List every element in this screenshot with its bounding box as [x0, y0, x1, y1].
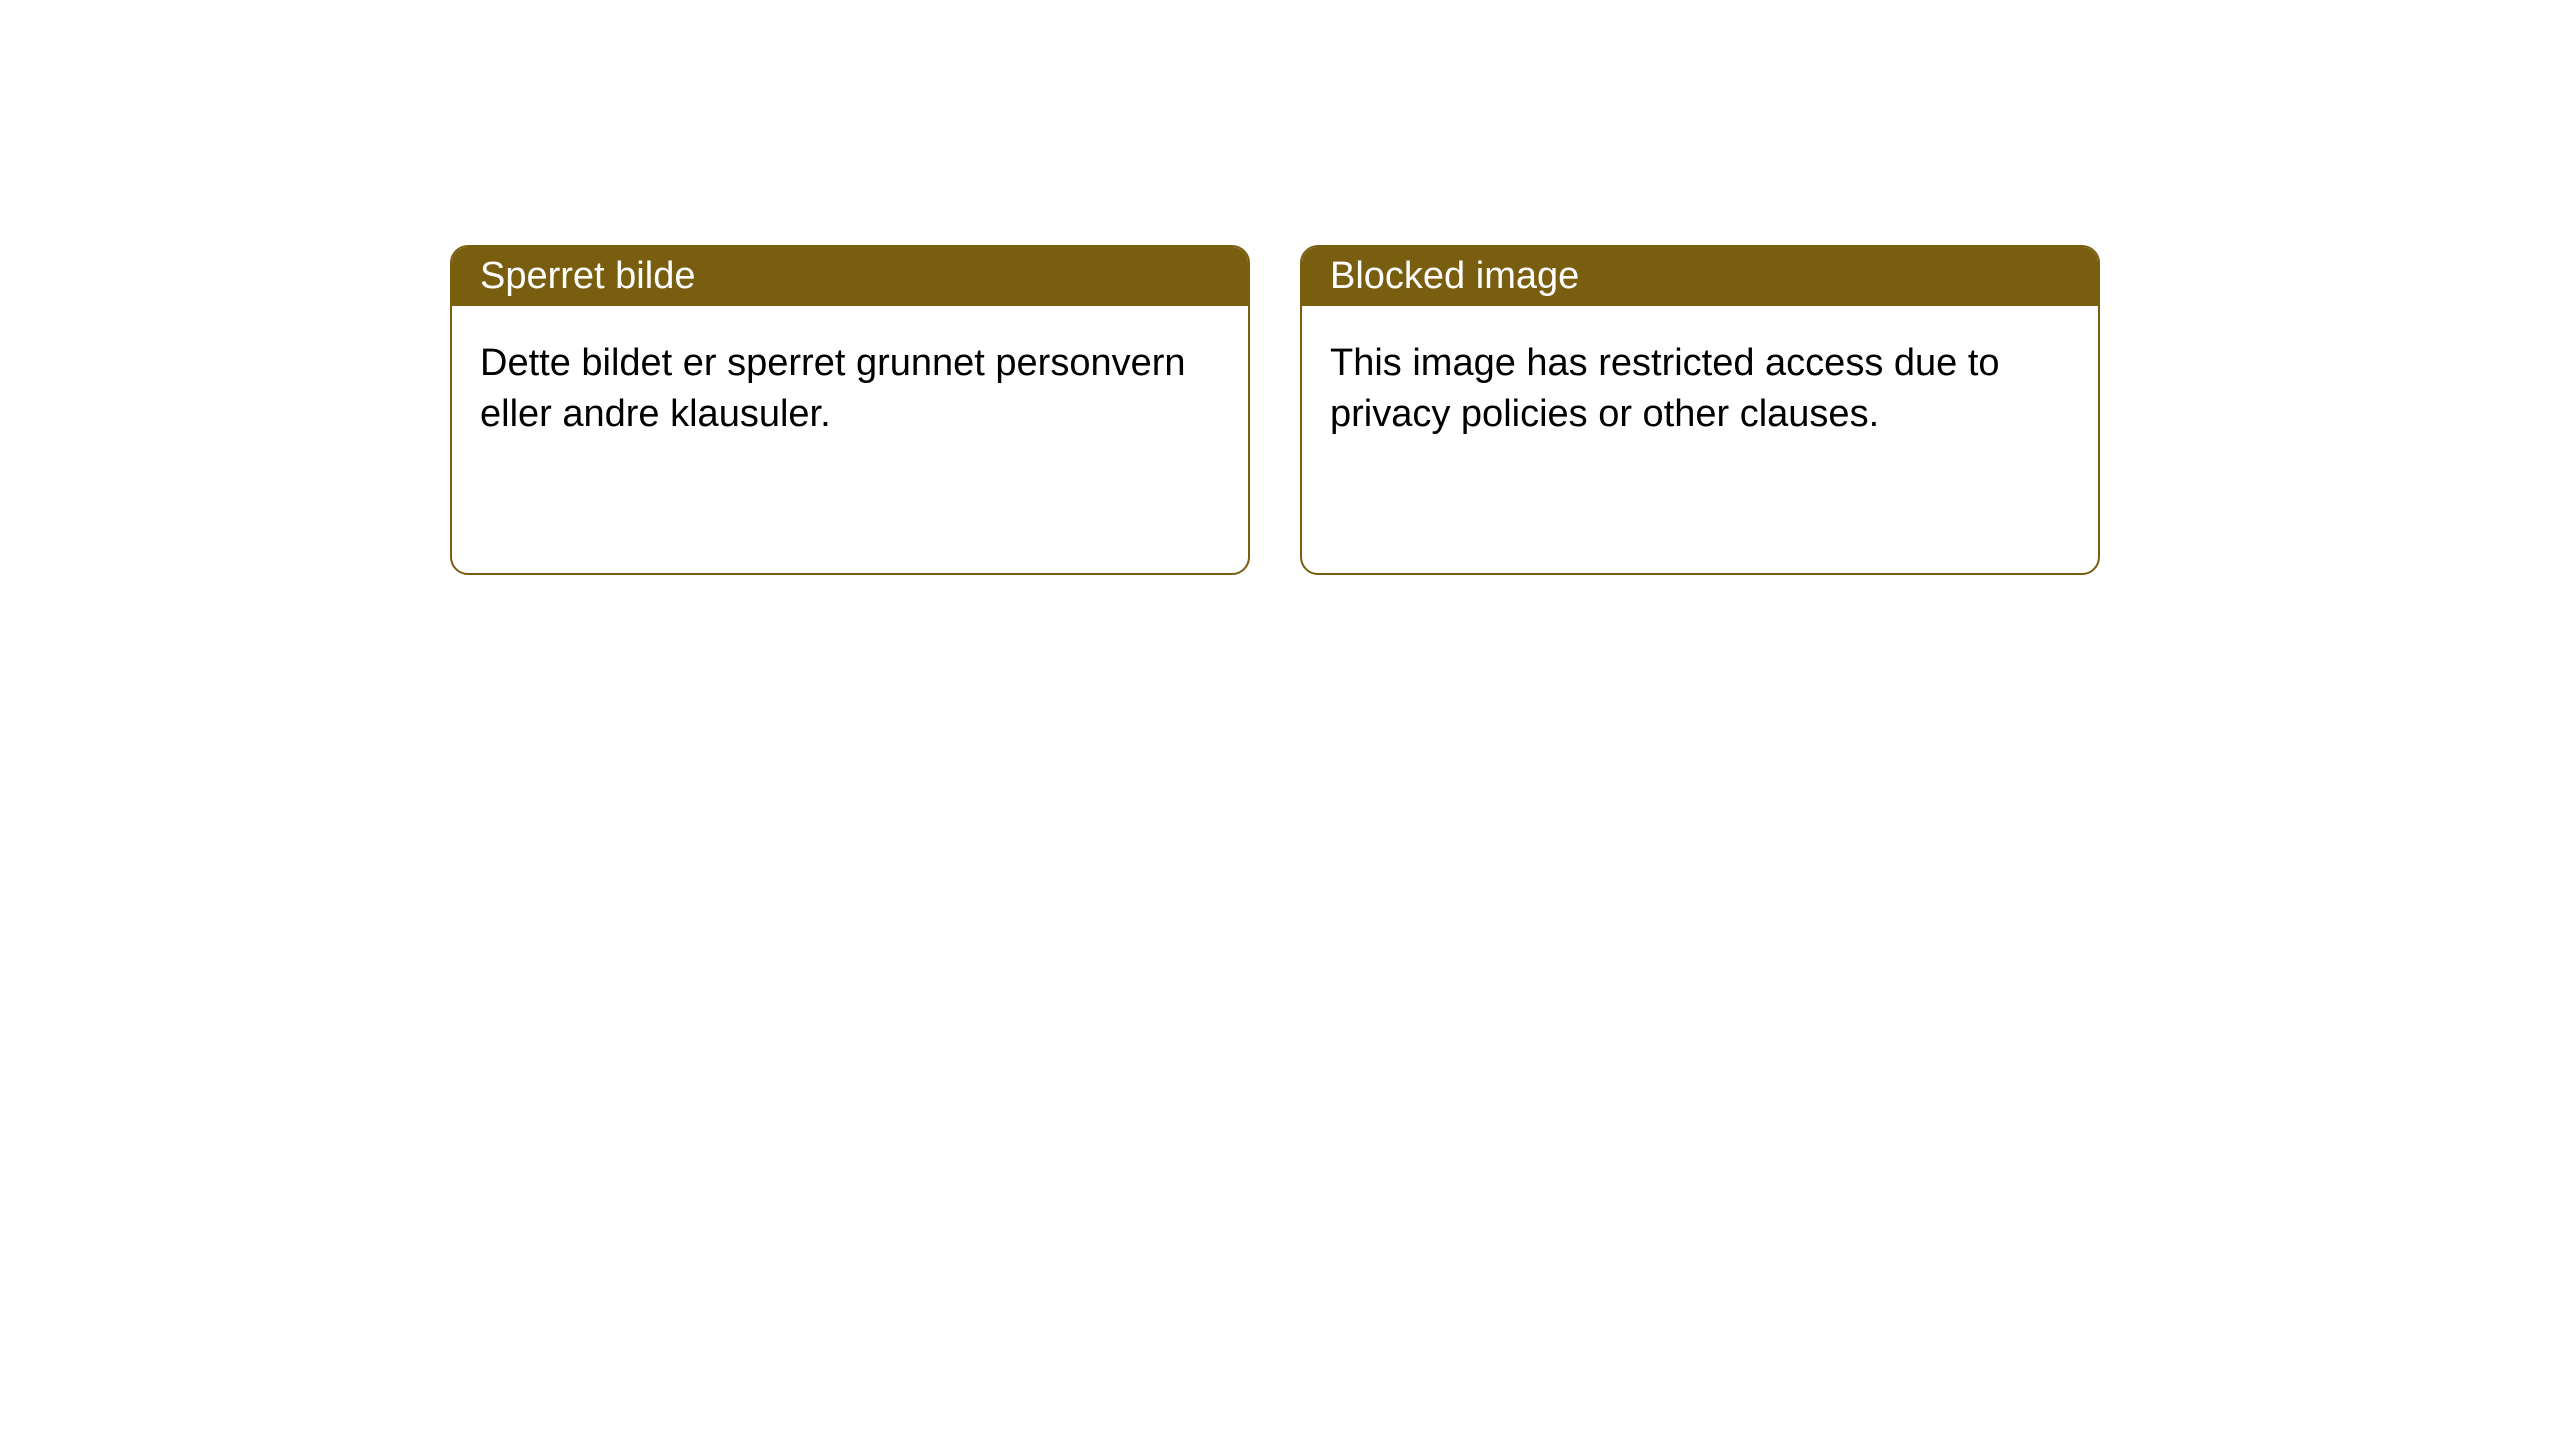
- notice-card-title: Sperret bilde: [480, 255, 695, 297]
- notice-card-norwegian: Sperret bilde Dette bildet er sperret gr…: [450, 245, 1250, 575]
- notice-card-english: Blocked image This image has restricted …: [1300, 245, 2100, 575]
- notice-card-text: This image has restricted access due to …: [1330, 342, 2000, 435]
- notice-card-title: Blocked image: [1330, 255, 1579, 297]
- notice-card-header: Blocked image: [1302, 247, 2098, 306]
- notice-card-text: Dette bildet er sperret grunnet personve…: [480, 342, 1186, 435]
- notice-card-body: Dette bildet er sperret grunnet personve…: [452, 306, 1248, 473]
- notice-card-header: Sperret bilde: [452, 247, 1248, 306]
- notice-cards-container: Sperret bilde Dette bildet er sperret gr…: [450, 245, 2560, 575]
- notice-card-body: This image has restricted access due to …: [1302, 306, 2098, 473]
